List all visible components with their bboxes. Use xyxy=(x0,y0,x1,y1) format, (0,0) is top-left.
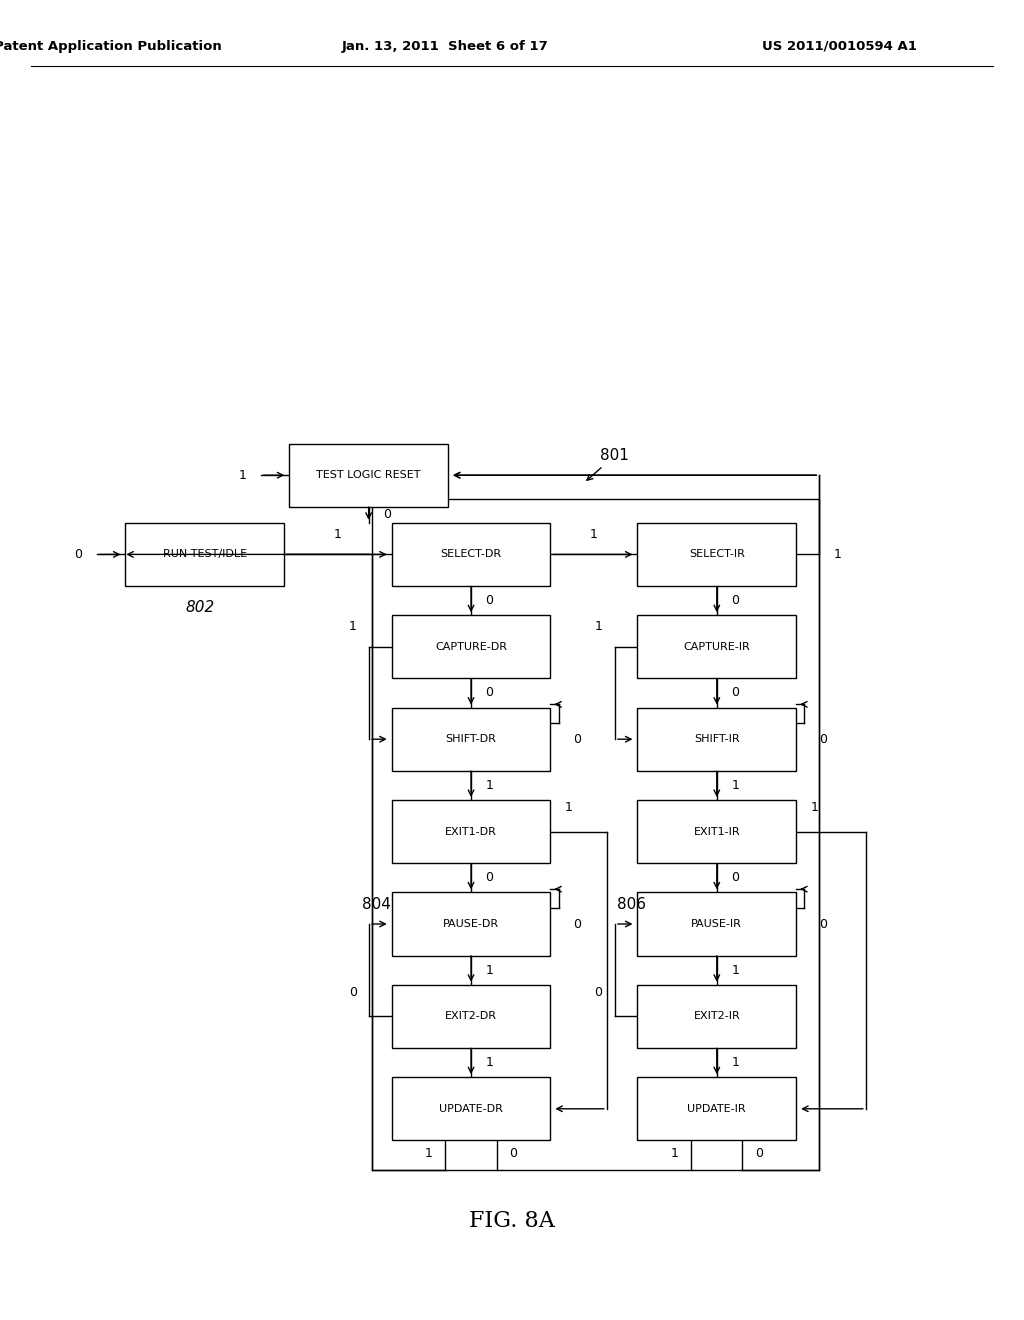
FancyBboxPatch shape xyxy=(637,800,797,863)
Text: EXIT1-IR: EXIT1-IR xyxy=(693,826,740,837)
Text: 1: 1 xyxy=(834,548,842,561)
Text: 0: 0 xyxy=(819,733,826,746)
FancyBboxPatch shape xyxy=(391,708,551,771)
Text: 0: 0 xyxy=(595,986,602,999)
Text: SHIFT-DR: SHIFT-DR xyxy=(445,734,497,744)
Text: UPDATE-DR: UPDATE-DR xyxy=(439,1104,503,1114)
FancyBboxPatch shape xyxy=(637,708,797,771)
FancyBboxPatch shape xyxy=(637,523,797,586)
Text: US 2011/0010594 A1: US 2011/0010594 A1 xyxy=(762,40,918,53)
Text: PAUSE-DR: PAUSE-DR xyxy=(443,919,499,929)
Text: CAPTURE-DR: CAPTURE-DR xyxy=(435,642,507,652)
Text: 804: 804 xyxy=(362,896,391,912)
FancyBboxPatch shape xyxy=(637,1077,797,1140)
Text: 0: 0 xyxy=(755,1147,763,1160)
Text: 1: 1 xyxy=(671,1147,679,1160)
FancyBboxPatch shape xyxy=(637,985,797,1048)
Text: EXIT2-DR: EXIT2-DR xyxy=(445,1011,497,1022)
Text: 0: 0 xyxy=(485,686,494,700)
Text: FIG. 8A: FIG. 8A xyxy=(469,1210,555,1232)
Text: 0: 0 xyxy=(731,594,739,607)
Text: 1: 1 xyxy=(239,469,246,482)
Text: TEST LOGIC RESET: TEST LOGIC RESET xyxy=(316,470,421,480)
Text: 1: 1 xyxy=(731,964,739,977)
Text: 1: 1 xyxy=(565,801,572,814)
Text: 0: 0 xyxy=(573,733,581,746)
Text: CAPTURE-IR: CAPTURE-IR xyxy=(683,642,751,652)
FancyBboxPatch shape xyxy=(391,1077,551,1140)
Text: RUN TEST/IDLE: RUN TEST/IDLE xyxy=(163,549,247,560)
Text: 1: 1 xyxy=(595,620,602,634)
Bar xyxy=(372,499,819,1170)
Text: 806: 806 xyxy=(617,896,646,912)
Text: 0: 0 xyxy=(349,986,356,999)
FancyBboxPatch shape xyxy=(289,444,449,507)
Text: SELECT-DR: SELECT-DR xyxy=(440,549,502,560)
Text: SELECT-IR: SELECT-IR xyxy=(689,549,744,560)
Text: 1: 1 xyxy=(349,620,356,634)
Text: 0: 0 xyxy=(731,686,739,700)
Text: 0: 0 xyxy=(731,871,739,884)
Text: 801: 801 xyxy=(600,447,629,463)
Text: 1: 1 xyxy=(811,801,818,814)
Text: 0: 0 xyxy=(75,548,82,561)
FancyBboxPatch shape xyxy=(637,615,797,678)
Text: 0: 0 xyxy=(383,508,391,521)
Text: SHIFT-IR: SHIFT-IR xyxy=(694,734,739,744)
Text: UPDATE-IR: UPDATE-IR xyxy=(687,1104,746,1114)
FancyBboxPatch shape xyxy=(126,523,285,586)
FancyBboxPatch shape xyxy=(391,800,551,863)
Text: 1: 1 xyxy=(485,964,494,977)
FancyBboxPatch shape xyxy=(637,892,797,956)
Text: Patent Application Publication: Patent Application Publication xyxy=(0,40,221,53)
Text: EXIT2-IR: EXIT2-IR xyxy=(693,1011,740,1022)
Text: 1: 1 xyxy=(590,528,598,541)
Text: 0: 0 xyxy=(509,1147,517,1160)
Text: 1: 1 xyxy=(485,1056,494,1069)
Text: 1: 1 xyxy=(485,779,494,792)
Text: Jan. 13, 2011  Sheet 6 of 17: Jan. 13, 2011 Sheet 6 of 17 xyxy=(342,40,549,53)
Text: EXIT1-DR: EXIT1-DR xyxy=(445,826,497,837)
Text: 1: 1 xyxy=(731,1056,739,1069)
Text: 0: 0 xyxy=(485,594,494,607)
FancyBboxPatch shape xyxy=(391,985,551,1048)
Text: 802: 802 xyxy=(185,599,214,615)
Text: 0: 0 xyxy=(485,871,494,884)
FancyBboxPatch shape xyxy=(391,615,551,678)
Text: 0: 0 xyxy=(573,917,581,931)
FancyBboxPatch shape xyxy=(391,892,551,956)
Text: 0: 0 xyxy=(819,917,826,931)
Text: 1: 1 xyxy=(425,1147,433,1160)
FancyBboxPatch shape xyxy=(391,523,551,586)
Text: PAUSE-IR: PAUSE-IR xyxy=(691,919,742,929)
Text: 1: 1 xyxy=(731,779,739,792)
Text: 1: 1 xyxy=(334,528,342,541)
